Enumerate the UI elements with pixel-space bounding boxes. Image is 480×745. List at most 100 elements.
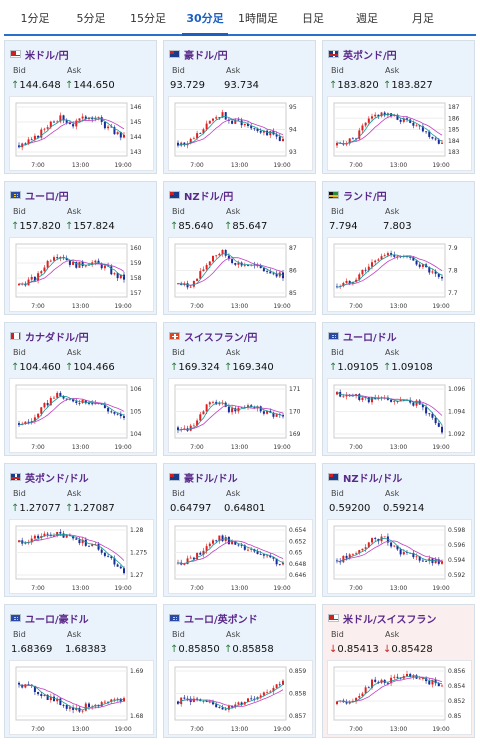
mini-candle-chart[interactable]: 160 159 158 157 7:00 13:00 19:00 bbox=[9, 237, 154, 312]
candle-body bbox=[53, 121, 55, 123]
rate-card[interactable]: 米ドル/スイスフラン Bid Ask ↓0.85413 ↓0.85428 0.856 0.8… bbox=[322, 604, 475, 738]
currency-pair-link[interactable]: スイスフラン/円 bbox=[184, 333, 258, 344]
tab-30min[interactable]: 30分足 bbox=[182, 10, 228, 36]
candle-body bbox=[218, 403, 221, 405]
candle-body bbox=[412, 675, 415, 678]
currency-pair-link[interactable]: ユーロ/豪ドル bbox=[25, 615, 89, 626]
mini-candle-chart[interactable]: 0.859 0.858 0.857 7:00 13:00 19:00 bbox=[168, 660, 313, 735]
x-tick-label: 13:00 bbox=[231, 726, 248, 733]
chart-svg: 7.9 7.8 7.7 7:00 13:00 19:00 bbox=[333, 243, 458, 310]
candle-body bbox=[250, 405, 253, 408]
candle-body bbox=[412, 552, 415, 558]
rate-card[interactable]: NZドル/ドル Bid Ask 0.59200 0.59214 0.598 0.596 0.5… bbox=[322, 463, 475, 597]
currency-pair-link[interactable]: 米ドル/円 bbox=[25, 51, 69, 62]
candle-body bbox=[437, 139, 440, 144]
y-tick-label: 7.7 bbox=[448, 290, 458, 297]
x-tick-label: 7:00 bbox=[190, 585, 204, 592]
currency-pair-link[interactable]: 英ポンド/ドル bbox=[25, 474, 89, 485]
mini-candle-chart[interactable]: 146 145 144 143 7:00 13:00 19:00 bbox=[9, 96, 154, 171]
mini-candle-chart[interactable]: 1.096 1.094 1.092 7:00 13:00 19:00 bbox=[327, 378, 472, 453]
mini-candle-chart[interactable]: 171 170 169 7:00 13:00 19:00 bbox=[168, 378, 313, 453]
rate-card[interactable]: 英ポンド/円 Bid Ask ↑183.820 ↑183.827 187 186 185 184… bbox=[322, 40, 475, 174]
rate-card[interactable]: 豪ドル/ドル Bid Ask 0.64797 0.64801 0.654 0.652 0.65… bbox=[163, 463, 316, 597]
tab-1hour[interactable]: 1時間足 bbox=[238, 12, 278, 25]
rate-card[interactable]: 米ドル/円 Bid Ask ↑144.648 ↑144.650 146 145 144 143 7… bbox=[4, 40, 157, 174]
rate-card[interactable]: ユーロ/豪ドル Bid Ask 1.68369 1.68383 1.69 1.68 7:00 1… bbox=[4, 604, 157, 738]
x-tick-label: 13:00 bbox=[390, 303, 407, 310]
y-tick-label: 0.598 bbox=[448, 527, 465, 534]
candle-body bbox=[231, 120, 234, 124]
currency-pair-link[interactable]: NZドル/円 bbox=[184, 192, 234, 203]
mini-candle-chart[interactable]: 106 105 104 7:00 13:00 19:00 bbox=[9, 378, 154, 453]
tab-15min[interactable]: 15分足 bbox=[130, 12, 166, 25]
mini-candle-chart[interactable]: 0.654 0.652 0.65 0.648 0.646 7:00 13:00 19:00 bbox=[168, 519, 313, 594]
candle-body bbox=[428, 558, 431, 562]
currency-pair-link[interactable]: 豪ドル/ドル bbox=[184, 474, 238, 485]
candle-body bbox=[91, 544, 94, 547]
rate-card[interactable]: 豪ドル/円 Bid Ask 93.729 93.734 95 94 93 7:00 13:00 19… bbox=[163, 40, 316, 174]
rate-card[interactable]: カナダドル/円 Bid Ask ↑104.460 ↑104.466 106 105 104 7:… bbox=[4, 322, 157, 456]
candle-body bbox=[189, 286, 192, 288]
currency-pair-link[interactable]: カナダドル/円 bbox=[25, 333, 89, 344]
bid-label: Bid bbox=[331, 207, 344, 216]
chart-svg: 0.598 0.596 0.594 0.592 7:00 13:00 19:00 bbox=[333, 525, 465, 592]
candle-body bbox=[192, 425, 195, 427]
candle-body bbox=[364, 687, 367, 694]
rate-card[interactable]: ユーロ/円 Bid Ask ↑157.820 ↑157.824 160 159 158 157 7… bbox=[4, 181, 157, 315]
currency-pair-link[interactable]: NZドル/ドル bbox=[343, 474, 403, 485]
mini-candle-chart[interactable]: 1.28 1.275 1.27 7:00 13:00 19:00 bbox=[9, 519, 154, 594]
candle-body bbox=[428, 131, 431, 137]
candle-body bbox=[202, 550, 205, 555]
candle-body bbox=[88, 703, 90, 707]
bid-number: 183.820 bbox=[337, 80, 379, 91]
rate-card[interactable]: NZドル/円 Bid Ask ↑85.640 ↑85.647 87 86 85 7:00 13:0… bbox=[163, 181, 316, 315]
rate-card[interactable]: スイスフラン/円 Bid Ask ↑169.324 ↑169.340 171 170 169 7… bbox=[163, 322, 316, 456]
x-tick-label: 13:00 bbox=[72, 444, 89, 451]
mini-candle-chart[interactable]: 1.69 1.68 7:00 13:00 19:00 bbox=[9, 660, 154, 735]
x-tick-label: 7:00 bbox=[31, 444, 45, 451]
candle-body bbox=[415, 260, 418, 265]
currency-pair-link[interactable]: 米ドル/スイスフラン bbox=[343, 615, 437, 626]
candle-body bbox=[371, 116, 373, 119]
rate-card[interactable]: ユーロ/英ポンド Bid Ask ↑0.85850 ↑0.85858 0.859 0.858… bbox=[163, 604, 316, 738]
currency-pair-link[interactable]: 英ポンド/円 bbox=[343, 51, 397, 62]
mini-candle-chart[interactable]: 87 86 85 7:00 13:00 19:00 bbox=[168, 237, 313, 312]
trend-arrow-icon: ↑ bbox=[11, 80, 20, 91]
card-header: NZドル/円 bbox=[169, 188, 314, 203]
chart-svg: 87 86 85 7:00 13:00 19:00 bbox=[174, 243, 297, 310]
tab-daily[interactable]: 日足 bbox=[302, 12, 324, 25]
candle-body bbox=[358, 130, 361, 139]
currency-pair-link[interactable]: 豪ドル/円 bbox=[184, 51, 228, 62]
mini-candle-chart[interactable]: 0.856 0.854 0.852 0.85 7:00 13:00 19:00 bbox=[327, 660, 472, 735]
card-header: スイスフラン/円 bbox=[169, 329, 314, 344]
rate-card[interactable]: ランド/円 Bid Ask 7.794 7.803 7.9 7.8 7.7 7:00 13:00 1… bbox=[322, 181, 475, 315]
rate-card[interactable]: 英ポンド/ドル Bid Ask ↑1.27077 ↑1.27087 1.28 1.275 1.… bbox=[4, 463, 157, 597]
currency-pair-link[interactable]: ランド/円 bbox=[343, 192, 387, 203]
mini-candle-chart[interactable]: 0.598 0.596 0.594 0.592 7:00 13:00 19:00 bbox=[327, 519, 472, 594]
candle-body bbox=[345, 702, 348, 704]
mini-candle-chart[interactable]: 95 94 93 7:00 13:00 19:00 bbox=[168, 96, 313, 171]
tab-5min[interactable]: 5分足 bbox=[76, 12, 106, 25]
tab-1min[interactable]: 1分足 bbox=[20, 12, 50, 25]
mini-candle-chart[interactable]: 187 186 185 184 183 7:00 13:00 19:00 bbox=[327, 96, 472, 171]
candle-body bbox=[259, 265, 262, 269]
moving-average-line bbox=[336, 391, 443, 426]
candle-body bbox=[390, 677, 393, 684]
currency-pair-link[interactable]: ユーロ/円 bbox=[25, 192, 69, 203]
tab-weekly[interactable]: 週足 bbox=[356, 12, 378, 25]
currency-pair-link[interactable]: ユーロ/英ポンド bbox=[184, 615, 258, 626]
candle-body bbox=[269, 691, 272, 693]
candle-body bbox=[116, 273, 119, 279]
candle-body bbox=[272, 557, 275, 559]
candle-body bbox=[27, 542, 30, 544]
candle-body bbox=[46, 127, 49, 129]
candle-body bbox=[123, 274, 125, 280]
y-tick-label: 187 bbox=[448, 104, 460, 111]
mini-candle-chart[interactable]: 7.9 7.8 7.7 7:00 13:00 19:00 bbox=[327, 237, 472, 312]
trend-arrow-icon: ↑ bbox=[65, 221, 74, 232]
currency-pair-link[interactable]: ユーロ/ドル bbox=[343, 333, 397, 344]
candle-body bbox=[386, 253, 389, 256]
rate-card[interactable]: ユーロ/ドル Bid Ask ↑1.09105 ↑1.09108 1.096 1.094 1.… bbox=[322, 322, 475, 456]
bid-value: 1.68369 bbox=[11, 644, 52, 655]
tab-monthly[interactable]: 月足 bbox=[412, 12, 434, 25]
